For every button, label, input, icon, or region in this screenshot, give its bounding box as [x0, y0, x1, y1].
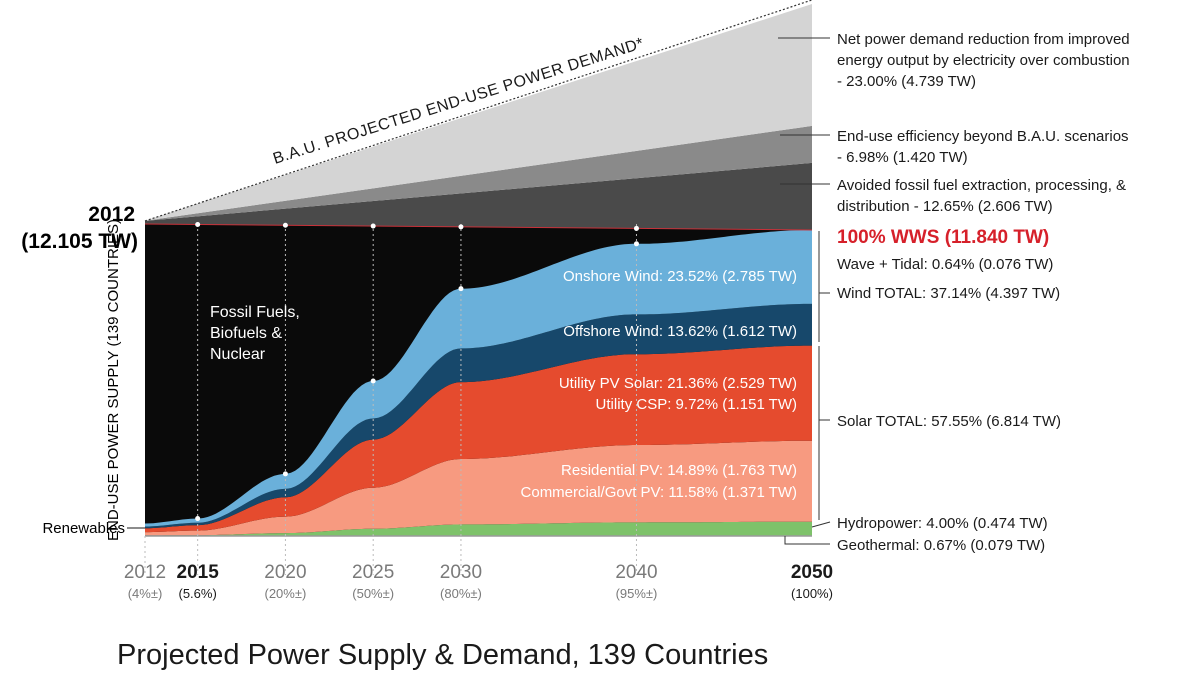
- fossil-label-line3: Nuclear: [210, 346, 266, 363]
- top-dot-2040: [633, 225, 639, 231]
- wws-dot-2030: [458, 286, 464, 292]
- start-year-label: 2012: [88, 203, 135, 226]
- fossil-label-line2: Biofuels &: [210, 325, 282, 342]
- x-tick-year-2030: 2030: [440, 562, 482, 583]
- wws-dot-2015: [195, 516, 201, 522]
- y-axis-label-line1: END-USE POWER SUPPLY (139 COUNTRIES): [105, 219, 122, 541]
- chart-title: Projected Power Supply & Demand, 139 Cou…: [117, 639, 768, 671]
- x-tick-year-2020: 2020: [264, 562, 306, 583]
- chart-marks: [144, 221, 639, 575]
- annotation-avoided: Avoided fossil fuel extraction, processi…: [780, 177, 1126, 215]
- wws-dot-2025: [370, 378, 376, 384]
- top-dot-2030: [458, 224, 464, 230]
- x-tick-year-2015: 2015: [177, 562, 220, 583]
- x-tick-share-2015: (5.6%): [179, 586, 217, 601]
- fossil-label-line1: Fossil Fuels,: [210, 304, 300, 321]
- annotation-efficiency-line1: End-use efficiency beyond B.A.U. scenari…: [837, 128, 1129, 145]
- x-axis-ticks: 2012 (4%±) 2015 (5.6%) 2020 (20%±) 2025 (50%±) 2…: [124, 562, 833, 601]
- x-tick-year-2025: 2025: [352, 562, 394, 583]
- supply-top-line: [144, 223, 813, 231]
- onshore-wind-band: [145, 230, 812, 527]
- annotation-geothermal: Geothermal: 0.67% (0.079 TW): [837, 537, 1045, 554]
- x-tick-year-2012: 2012: [124, 562, 166, 583]
- reduction-wedge-2: [145, 125, 812, 221]
- start-value-label: (12.105 TW): [21, 230, 138, 253]
- band-label-utility-csp: Utility CSP: 9.72% (1.151 TW): [596, 396, 797, 413]
- annotation-efficiency: End-use efficiency beyond B.A.U. scenari…: [780, 128, 1129, 166]
- band-label-residential: Residential PV: 14.89% (1.763 TW): [561, 462, 797, 479]
- band-label-offshore: Offshore Wind: 13.62% (1.612 TW): [563, 323, 797, 340]
- annotation-net-reduction-line2: energy output by electricity over combus…: [837, 52, 1130, 69]
- annotation-net-reduction-line1: Net power demand reduction from improved: [837, 31, 1130, 48]
- x-tick-year-2040: 2040: [615, 562, 657, 583]
- x-tick-share-2012: (4%±): [128, 586, 163, 601]
- annotation-avoided-line1: Avoided fossil fuel extraction, processi…: [837, 177, 1126, 194]
- annotation-efficiency-line2: - 6.98% (1.420 TW): [837, 149, 968, 166]
- x-tick-share-2020: (20%±): [265, 586, 307, 601]
- renewables-label: Renewables: [42, 520, 125, 537]
- x-tick-share-2030: (80%±): [440, 586, 482, 601]
- top-dot-2025: [370, 223, 376, 229]
- bau-demand-line: [144, 0, 813, 222]
- solar-bracket: [818, 346, 830, 520]
- x-tick-year-2050: 2050: [791, 562, 833, 583]
- annotation-solar-total: Solar TOTAL: 57.55% (6.814 TW): [837, 413, 1061, 430]
- geothermal-leader: [784, 536, 830, 545]
- annotation-wws-total: 100% WWS (11.840 TW): [837, 227, 1049, 248]
- wws-dot-2020: [282, 471, 288, 477]
- band-label-commercial: Commercial/Govt PV: 11.58% (1.371 TW): [521, 484, 797, 501]
- annotation-hydropower: Hydropower: 4.00% (0.474 TW): [837, 515, 1048, 532]
- band-label-utility-pv: Utility PV Solar: 21.36% (2.529 TW): [559, 375, 797, 392]
- wws-dot-2040: [633, 241, 639, 247]
- wind-bracket: [818, 231, 830, 342]
- annotation-net-reduction-line3: - 23.00% (4.739 TW): [837, 73, 976, 90]
- top-dot-2015: [195, 221, 201, 227]
- area-layers: [144, 0, 813, 537]
- offshore-wind-band: [145, 303, 812, 529]
- annotation-wave-tidal: Wave + Tidal: 0.64% (0.076 TW): [837, 256, 1053, 273]
- hydro-geothermal-band: [145, 521, 812, 536]
- annotation-avoided-line2: distribution - 12.65% (2.606 TW): [837, 198, 1053, 215]
- x-tick-share-2040: (95%±): [616, 586, 658, 601]
- annotation-net-reduction: Net power demand reduction from improved…: [778, 31, 1130, 90]
- rooftop-pv-band: [145, 440, 812, 536]
- utility-solar-band: [145, 345, 812, 533]
- reduction-wedge-3: [145, 4, 812, 221]
- hydro-leader: [811, 521, 831, 528]
- top-dot-2020: [282, 222, 288, 228]
- x-tick-share-2050: (100%): [791, 586, 833, 601]
- x-tick-share-2025: (50%±): [352, 586, 394, 601]
- annotation-wind-total: Wind TOTAL: 37.14% (4.397 TW): [837, 285, 1060, 302]
- band-label-onshore: Onshore Wind: 23.52% (2.785 TW): [563, 268, 797, 285]
- reduction-wedge-1: [145, 162, 812, 230]
